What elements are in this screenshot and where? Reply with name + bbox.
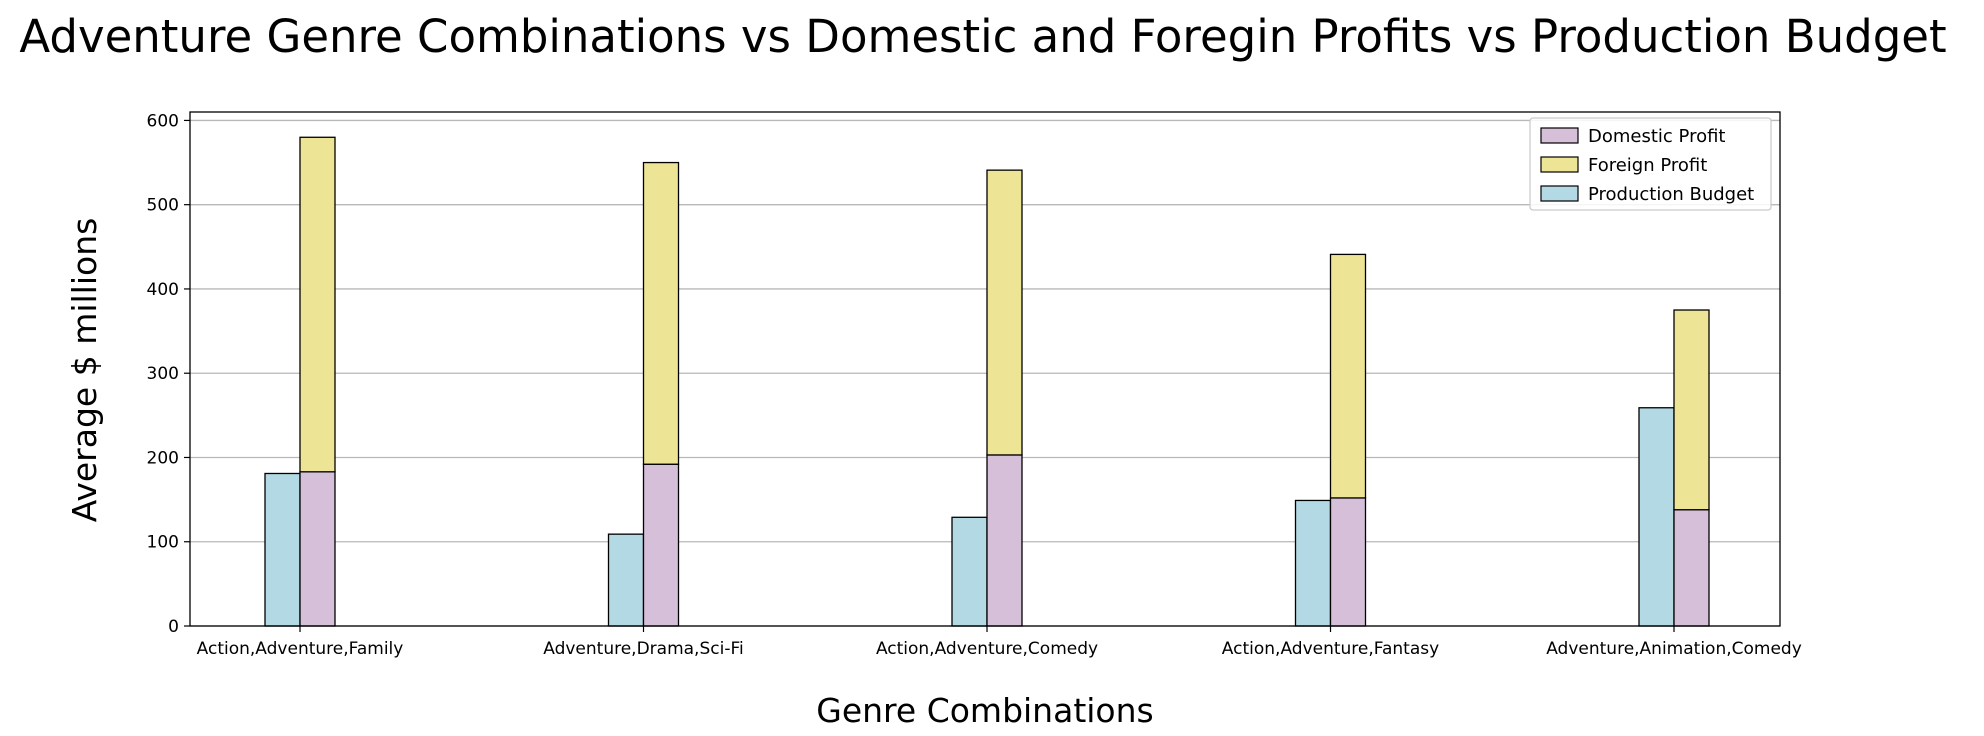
y-axis-ticks: 0 100 200 300 400 500 600: [147, 111, 190, 637]
gridlines: [190, 119, 1780, 627]
x-tick-label: Adventure,Animation,Comedy: [1546, 639, 1802, 659]
bars: [264, 136, 1710, 627]
bar-production-budget: [264, 472, 301, 627]
plot-frame: [189, 111, 1781, 627]
bar-foreign-profit: [986, 169, 1023, 456]
chart-title: Adventure Genre Combinations vs Domestic…: [19, 10, 1946, 63]
bar-domestic-profit: [986, 454, 1023, 627]
x-axis-ticks: Action,Adventure,Family Adventure,Drama,S…: [197, 626, 1802, 659]
legend-swatch: [1540, 185, 1579, 202]
bar-domestic-profit: [299, 471, 336, 627]
bar-production-budget: [607, 533, 645, 627]
bar-foreign-profit: [299, 136, 336, 473]
legend: Domestic Profit Foreign Profit Production …: [1529, 117, 1772, 211]
bar-domestic-profit: [1329, 497, 1367, 627]
bar-domestic-profit: [1673, 509, 1710, 627]
x-tick-label: Action,Adventure,Family: [197, 639, 404, 659]
x-tick-label: Action,Adventure,Fantasy: [1222, 639, 1439, 659]
y-tick-label: 600: [147, 111, 179, 131]
y-tick-label: 200: [147, 448, 179, 468]
y-axis-label: Average $ millions: [65, 218, 104, 523]
y-tick-label: 0: [168, 617, 179, 637]
legend-swatch: [1540, 127, 1579, 144]
bar-production-budget: [1294, 499, 1332, 627]
legend-label: Foreign Profit: [1588, 155, 1707, 176]
legend-box: [1529, 117, 1772, 211]
bar-foreign-profit: [642, 161, 680, 465]
y-tick-label: 500: [147, 196, 179, 216]
bar-production-budget: [951, 516, 988, 627]
x-tick-label: Adventure,Drama,Sci-Fi: [543, 639, 743, 659]
x-tick-label: Action,Adventure,Comedy: [876, 639, 1098, 659]
bar-foreign-profit: [1329, 253, 1367, 499]
legend-swatch: [1540, 156, 1579, 173]
y-tick-label: 100: [147, 533, 179, 553]
bar-domestic-profit: [642, 463, 680, 627]
y-tick-label: 400: [147, 280, 179, 300]
legend-label: Production Budget: [1588, 184, 1754, 205]
bar-foreign-profit: [1673, 309, 1710, 511]
y-tick-label: 300: [147, 364, 179, 384]
bar-production-budget: [1638, 407, 1675, 627]
x-axis-label: Genre Combinations: [816, 691, 1153, 730]
legend-label: Domestic Profit: [1588, 126, 1726, 147]
